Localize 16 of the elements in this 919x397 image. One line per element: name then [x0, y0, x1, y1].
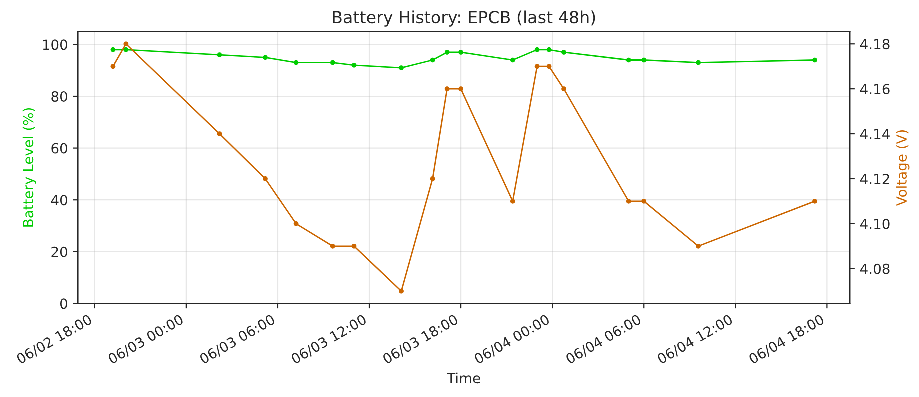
y-tick-label: 20: [52, 246, 68, 258]
y2-tick-label: 4.18: [860, 39, 890, 50]
y-tick-label: 100: [43, 40, 68, 50]
y2-tick-label: 4.08: [860, 264, 890, 274]
y2-tick-label: 4.10: [860, 218, 890, 230]
y-tick-label: 60: [52, 143, 68, 154]
chart-title: Battery History: EPCB (last 48h): [333, 10, 596, 27]
y2-tick-label: 4.16: [860, 84, 890, 95]
x-axis-title: Time: [447, 372, 480, 384]
y2-tick-label: 4.12: [860, 174, 890, 184]
y-tick-label: 0: [60, 298, 68, 310]
y2-tick-label: 4.14: [860, 129, 890, 140]
y-tick-label: 40: [51, 195, 68, 206]
y-tick-label: 80: [52, 91, 68, 102]
y-axis-title: Battery Level (%): [22, 108, 36, 227]
y2-axis-title: Voltage (V): [896, 130, 910, 206]
